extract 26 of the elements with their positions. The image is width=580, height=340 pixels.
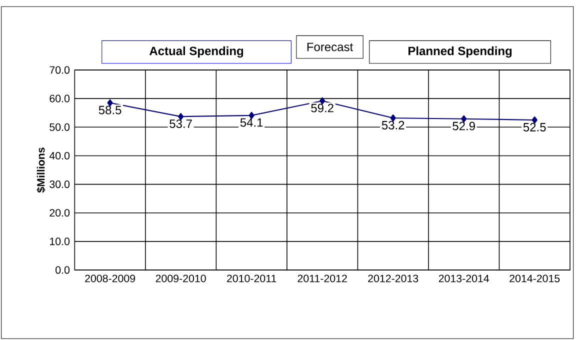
y-tick-label: 20.0	[50, 209, 70, 217]
x-tick-label: 2010-2011	[227, 274, 276, 282]
x-tick-label: 2012-2013	[368, 274, 418, 282]
y-tick-label: 30.0	[50, 180, 70, 188]
y-tick-label: 50.0	[50, 123, 70, 131]
y-tick-label: 0.0	[56, 266, 70, 274]
data-label: 52.9	[452, 122, 475, 130]
data-label: 53.7	[170, 120, 192, 128]
x-tick-label: 2009-2010	[156, 274, 206, 282]
data-label: 54.1	[240, 118, 263, 127]
y-tick-label: 40.0	[49, 152, 70, 160]
text: Planned Spending	[408, 46, 512, 58]
x-tick-label: 2013-2014	[438, 274, 490, 282]
data-label: 53.2	[382, 120, 404, 130]
y-tick-label: 70.0	[50, 66, 70, 74]
y-tick-label: 10.0	[50, 238, 70, 246]
x-tick-label: 2008-2009	[85, 274, 136, 282]
text: Forecast	[307, 42, 354, 52]
x-tick-label: 2011-2012	[298, 274, 347, 282]
data-label: 59.2	[311, 104, 334, 112]
data-label: 58.5	[98, 106, 122, 114]
y-tick-label: 60.0	[50, 94, 70, 102]
x-tick-label: 2014-2015	[510, 274, 560, 282]
y-axis-title: $Millions	[36, 148, 46, 193]
text: Actual Spending	[149, 46, 244, 58]
data-label: 52.5	[523, 122, 546, 132]
